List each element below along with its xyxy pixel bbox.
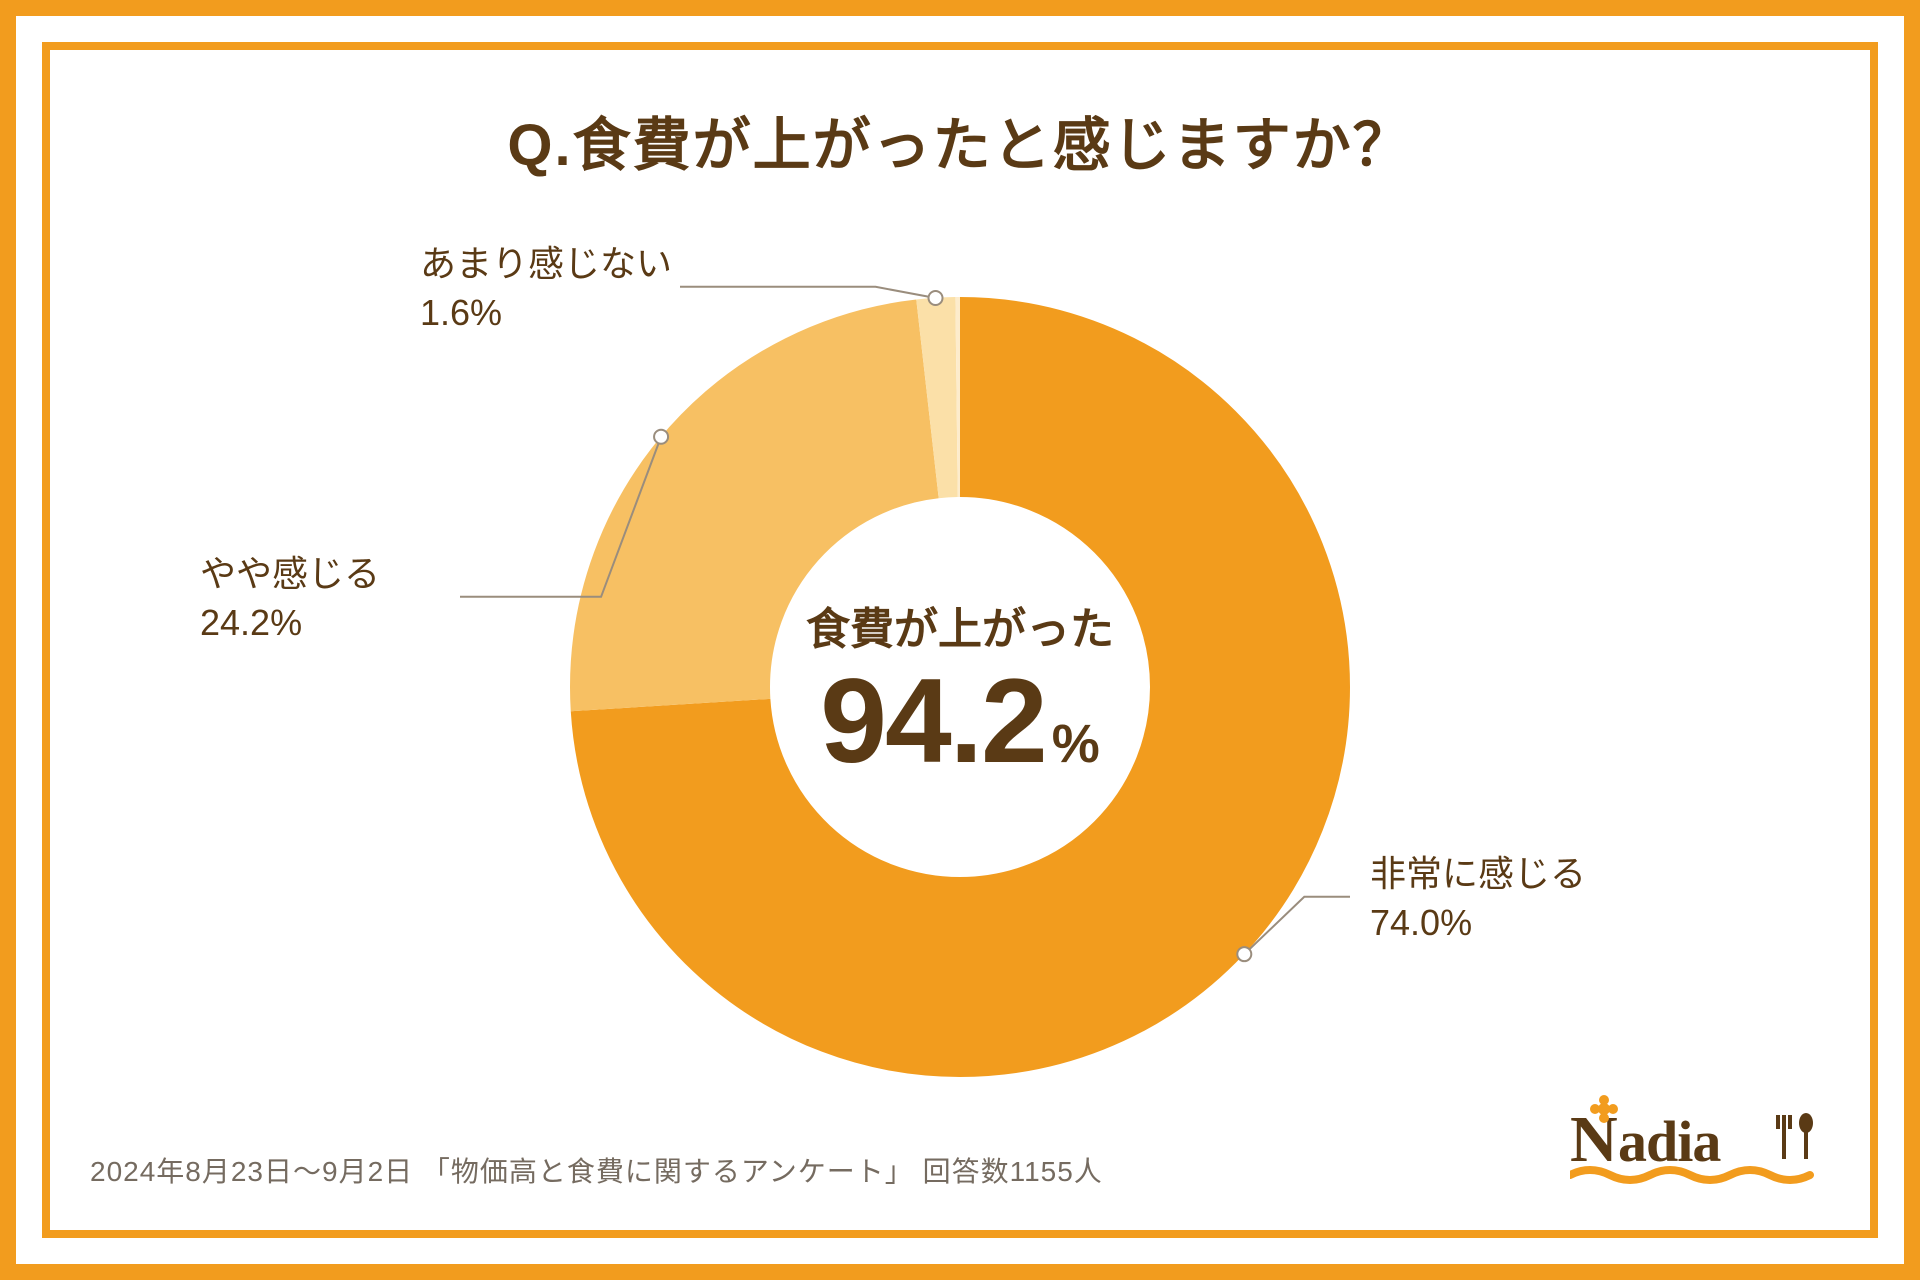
inner-frame: Q.食費が上がったと感じますか？ 食費が上がった 94.2% 非常に感じる 74… — [42, 42, 1878, 1238]
center-text: 食費が上がった 94.2% — [806, 593, 1114, 781]
svg-text:N: N — [1570, 1103, 1618, 1176]
footer-text: 2024年8月23日〜9月2日 「物価高と食費に関するアンケート」 回答数115… — [90, 1150, 1103, 1190]
center-value: 94.2 — [820, 661, 1046, 781]
center-percent: % — [1052, 714, 1100, 774]
nadia-logo: N adia — [1570, 1095, 1830, 1200]
label-very: 非常に感じる 74.0% — [1370, 850, 1586, 947]
svg-text:adia: adia — [1618, 1109, 1721, 1174]
label-little: あまり感じない 1.6% — [420, 240, 672, 337]
chart-title: Q.食費が上がったと感じますか？ — [50, 98, 1870, 182]
label-some: やや感じる 24.2% — [200, 550, 380, 647]
center-caption: 食費が上がった — [806, 593, 1114, 657]
outer-frame: Q.食費が上がったと感じますか？ 食費が上がった 94.2% 非常に感じる 74… — [0, 0, 1920, 1280]
donut-chart: 食費が上がった 94.2% — [570, 297, 1350, 1077]
